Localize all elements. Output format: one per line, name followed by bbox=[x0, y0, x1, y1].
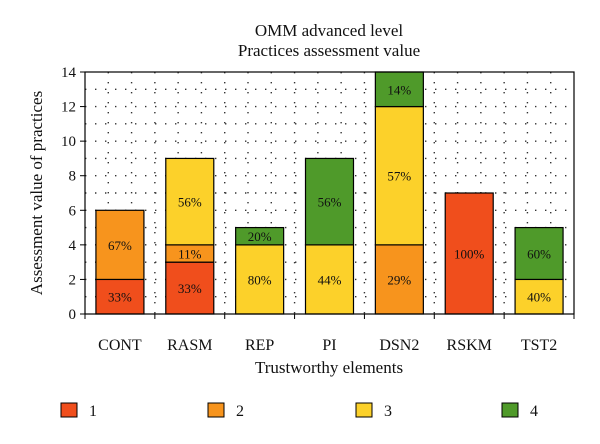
y-tick-label: 12 bbox=[61, 100, 76, 116]
bar-segment bbox=[165, 157, 215, 246]
bar-segment bbox=[374, 105, 424, 246]
bar-segment bbox=[235, 226, 285, 246]
segment-label: 33% bbox=[108, 290, 132, 305]
x-axis: CONT RASM REP PI DSN2 RSKM TST2 bbox=[84, 314, 575, 354]
y-tick-label: 14 bbox=[61, 65, 77, 81]
segment-label: 56% bbox=[318, 195, 342, 210]
legend-swatch bbox=[355, 402, 373, 418]
segment-label: 57% bbox=[387, 169, 411, 184]
plot-frame bbox=[84, 71, 575, 315]
bar-segment bbox=[95, 209, 145, 281]
x-tick-label: REP bbox=[245, 337, 274, 354]
x-tick-label: DSN2 bbox=[379, 337, 419, 354]
x-tick-label: TST2 bbox=[521, 337, 557, 354]
x-tick-label: CONT bbox=[98, 337, 142, 354]
x-tick-label: RSKM bbox=[447, 337, 492, 354]
segment-label: 14% bbox=[387, 82, 411, 97]
legend-swatch bbox=[501, 402, 519, 418]
segment-label: 60% bbox=[527, 247, 551, 262]
segment-label: 80% bbox=[248, 272, 272, 287]
legend-label: 3 bbox=[384, 403, 392, 420]
x-tick-label: RASM bbox=[167, 337, 212, 354]
y-tick-label: 10 bbox=[61, 134, 76, 150]
y-tick-label: 2 bbox=[69, 272, 77, 288]
bar-segment bbox=[374, 244, 424, 315]
segment-label: 67% bbox=[108, 238, 132, 253]
y-tick-label: 4 bbox=[69, 238, 77, 254]
y-axis-label: Assessment value of practices bbox=[27, 91, 46, 295]
bar-segment bbox=[514, 226, 564, 281]
legend-swatch bbox=[60, 402, 78, 418]
legend-label: 4 bbox=[530, 403, 538, 420]
segment-label: 56% bbox=[178, 195, 202, 210]
segment-label: 100% bbox=[454, 247, 485, 262]
y-tick-label: 6 bbox=[69, 203, 77, 219]
segment-label: 20% bbox=[248, 229, 272, 244]
legend-label: 2 bbox=[236, 403, 244, 420]
segment-label: 33% bbox=[178, 281, 202, 296]
y-axis: 0 2 4 6 8 10 12 14 bbox=[61, 65, 85, 323]
bar-segment bbox=[304, 157, 355, 246]
x-tick-label: PI bbox=[322, 337, 336, 354]
bars: 33% 67% 33% 11% 56% 80% 20% 44% 56% 29% 57% 14% 100%… bbox=[95, 71, 564, 315]
y-tick-label: 0 bbox=[69, 307, 77, 323]
y-tick-label: 8 bbox=[69, 169, 77, 185]
chart-title-line1: OMM advanced level bbox=[255, 21, 404, 40]
x-axis-label: Trustworthy elements bbox=[255, 358, 403, 377]
legend: 1 2 3 4 bbox=[60, 402, 538, 420]
bar-segment bbox=[374, 71, 424, 108]
segment-label: 44% bbox=[318, 272, 342, 287]
legend-label: 1 bbox=[89, 403, 97, 420]
segment-label: 11% bbox=[178, 247, 202, 262]
segment-label: 29% bbox=[387, 272, 411, 287]
bar-segment bbox=[444, 192, 494, 315]
chart-title-line2: Practices assessment value bbox=[238, 41, 420, 60]
segment-label: 40% bbox=[527, 290, 551, 305]
legend-swatch bbox=[207, 402, 225, 418]
